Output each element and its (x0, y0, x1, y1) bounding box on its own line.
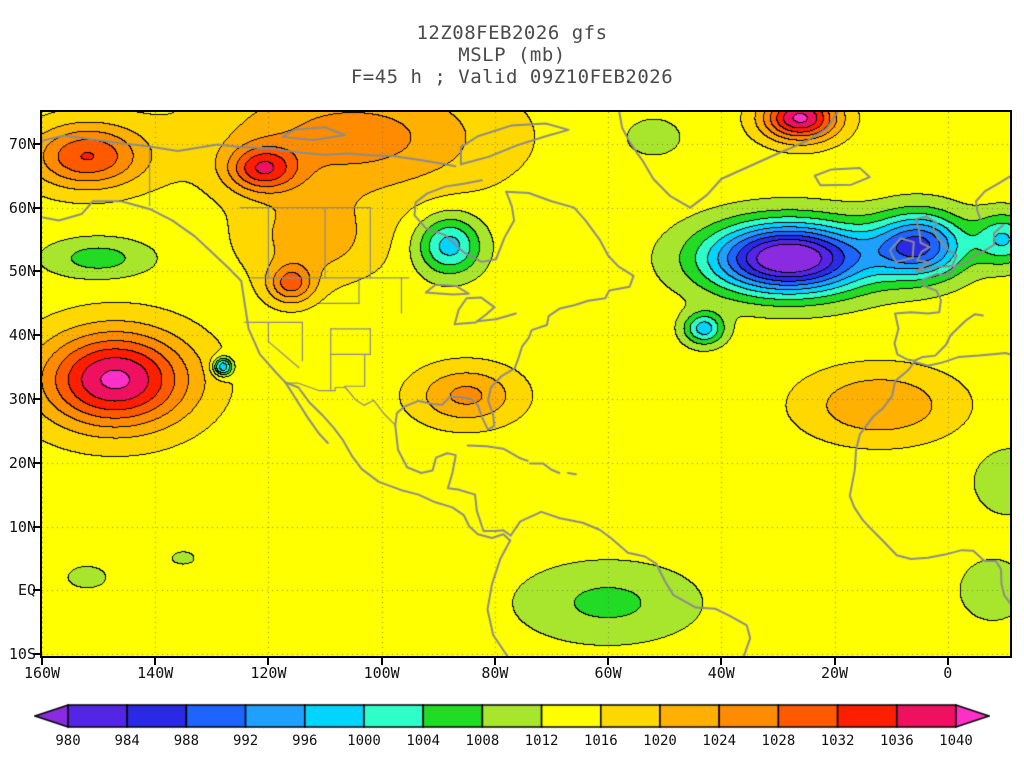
lat-axis-label: 10N (8, 517, 36, 536)
colorbar-value-label: 992 (232, 733, 259, 749)
lon-axis-label: 100W (363, 664, 400, 682)
lat-tick-mark (33, 334, 41, 337)
colorbar-value-label: 1036 (879, 733, 914, 749)
lat-tick-mark (33, 270, 41, 273)
colorbar-value-label: 1008 (465, 733, 500, 749)
lat-axis-label: 10S (8, 645, 36, 664)
lon-axis-label: 120W (250, 664, 287, 682)
lat-axis-label: 30N (8, 389, 36, 408)
colorbar-value-label: 1012 (524, 733, 559, 749)
colorbar-value-label: 980 (55, 733, 81, 749)
lon-axis-label: 40W (707, 664, 735, 682)
pressure-colorbar (34, 703, 990, 729)
title-variable: MSLP (mb) (458, 44, 566, 66)
lat-tick-mark (33, 653, 41, 656)
colorbar-value-label: 1028 (761, 733, 796, 749)
lat-tick-mark (33, 589, 41, 592)
lon-tick-mark (493, 658, 496, 665)
lon-tick-mark (154, 658, 157, 665)
colorbar-value-label: 1024 (702, 733, 737, 749)
lon-axis-label: 0 (943, 664, 953, 682)
title-init-model: 12Z08FEB2026 gfs (416, 22, 608, 44)
mslp-filled-contour-map (42, 112, 1010, 656)
map-frame (40, 110, 1012, 658)
lat-axis-label: EQ (17, 581, 36, 600)
colorbar-value-label: 1040 (939, 733, 973, 749)
colorbar-value-label: 1020 (643, 733, 677, 749)
lat-tick-mark (33, 206, 41, 209)
colorbar-value-label: 1016 (583, 733, 618, 749)
lon-tick-mark (946, 658, 949, 665)
lat-axis-label: 20N (8, 453, 36, 472)
lat-tick-mark (33, 525, 41, 528)
lon-tick-mark (833, 658, 836, 665)
colorbar-value-label: 988 (173, 733, 200, 749)
lat-tick-mark (33, 397, 41, 400)
lon-tick-mark (380, 658, 383, 665)
lon-tick-mark (720, 658, 723, 665)
lat-tick-mark (33, 142, 41, 145)
lon-tick-mark (267, 658, 270, 665)
colorbar-value-label: 1000 (347, 733, 381, 749)
lon-axis-label: 20W (820, 664, 849, 682)
lon-tick-mark (41, 658, 43, 665)
lon-axis-label: 160W (23, 664, 61, 682)
colorbar-value-label: 984 (114, 733, 140, 749)
colorbar-value-label: 1032 (820, 733, 855, 749)
colorbar-value-label: 996 (292, 733, 318, 749)
lon-tick-mark (607, 658, 610, 665)
lat-axis-label: 70N (8, 134, 36, 153)
lat-tick-mark (33, 461, 41, 464)
title-forecast-valid: F=45 h ; Valid 09Z10FEB2026 (350, 66, 674, 88)
lat-axis-label: 50N (8, 262, 36, 281)
colorbar-value-label: 1004 (406, 733, 441, 749)
lon-axis-label: 140W (137, 664, 174, 682)
lon-axis-label: 60W (594, 664, 622, 682)
lon-axis-label: 80W (481, 664, 509, 682)
lat-axis-label: 60N (8, 198, 36, 217)
lat-axis-label: 40N (8, 326, 36, 345)
chart-title-block: 12Z08FEB2026 gfs MSLP (mb) F=45 h ; Vali… (0, 22, 1024, 88)
